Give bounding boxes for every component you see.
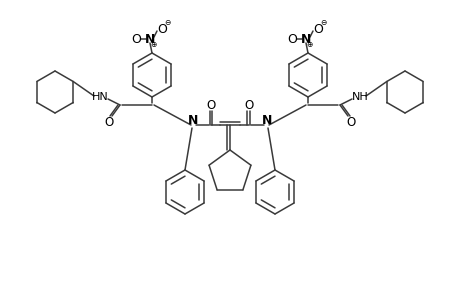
Text: ⊕: ⊕: [305, 40, 312, 49]
Text: O: O: [104, 116, 113, 128]
Text: O: O: [131, 32, 140, 46]
Text: O: O: [346, 116, 355, 128]
Text: O: O: [244, 98, 253, 112]
Text: O: O: [313, 22, 322, 35]
Text: HN: HN: [91, 92, 108, 102]
Text: ⊖: ⊖: [163, 17, 170, 26]
Text: NH: NH: [351, 92, 368, 102]
Text: O: O: [286, 32, 297, 46]
Text: N: N: [261, 113, 272, 127]
Text: ⊕: ⊕: [150, 40, 156, 49]
Text: N: N: [187, 113, 198, 127]
Text: N: N: [145, 32, 155, 46]
Text: ⊖: ⊖: [319, 17, 325, 26]
Text: O: O: [206, 98, 215, 112]
Text: O: O: [157, 22, 167, 35]
Text: N: N: [300, 32, 310, 46]
